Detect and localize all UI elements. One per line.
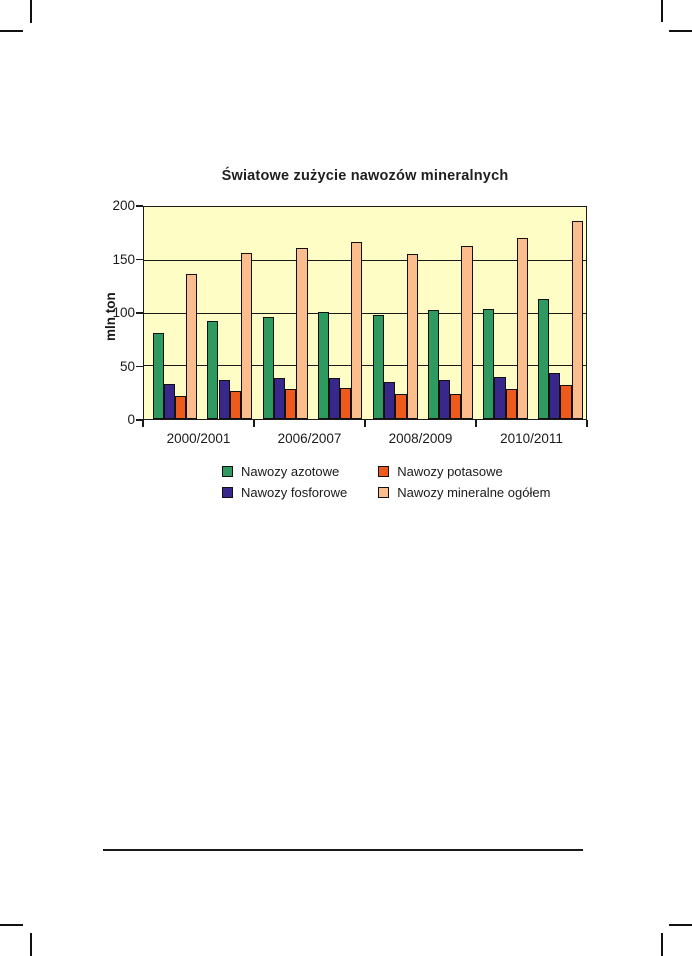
bar-nawozy-fosforowe [218, 379, 230, 419]
bar-nawozy-azotowe [373, 314, 385, 419]
x-tick-mark [253, 420, 255, 427]
bar-nawozy-fosforowe [384, 382, 396, 419]
crop-mark-bottom-left-horizontal [0, 924, 23, 926]
y-tick-label: 0 [127, 412, 135, 427]
y-tick-mark [136, 419, 143, 421]
y-tick-label: 200 [112, 198, 135, 213]
bar-nawozy-azotowe [317, 312, 329, 419]
crop-mark-top-left-vertical [30, 0, 32, 23]
x-tick-mark [586, 420, 588, 427]
bar-nawozy-azotowe [483, 309, 495, 419]
legend-label: Nawozy fosforowe [241, 485, 348, 500]
legend-label: Nawozy potasowe [397, 464, 503, 479]
x-tick-mark [142, 420, 144, 427]
bar-nawozy-azotowe [262, 316, 274, 419]
gridline [144, 365, 586, 367]
legend-swatch-icon [222, 466, 233, 477]
y-tick-mark [136, 258, 143, 260]
footer-divider [103, 849, 583, 851]
bar-nawozy-fosforowe [273, 377, 286, 419]
plot-inner [144, 207, 586, 419]
legend-entry: Nawozy mineralne ogółem [378, 485, 550, 500]
gridline [144, 259, 586, 261]
bar-nawozy-potasowe [450, 393, 462, 419]
bar-nawozy-potasowe [285, 389, 297, 419]
x-tick-label: 2000/2001 [166, 431, 231, 446]
legend-entry: Nawozy azotowe [222, 464, 347, 479]
bar-nawozy-mineralne-ogółem [571, 220, 583, 419]
chart-legend: Nawozy azotowe Nawozy fosforowe Nawozy pot… [222, 461, 550, 503]
bar-nawozy-potasowe [174, 395, 187, 419]
plot-area [143, 206, 587, 420]
y-tick-mark [136, 312, 143, 314]
bar-nawozy-azotowe [152, 332, 164, 419]
chart-title: Światowe zużycie nawozów mineralnych [221, 168, 509, 184]
legend-swatch-icon [378, 466, 390, 477]
bar-nawozy-potasowe [229, 390, 241, 419]
bar-nawozy-azotowe [427, 310, 439, 419]
bar-nawozy-potasowe [505, 389, 517, 419]
bar-nawozy-mineralne-ogółem [516, 237, 529, 419]
bar-nawozy-fosforowe [328, 377, 340, 419]
x-tick-label: 2006/2007 [277, 431, 342, 446]
crop-mark-top-right-horizontal [669, 30, 692, 32]
legend-entry: Nawozy potasowe [378, 464, 550, 479]
y-tick-mark [136, 365, 143, 367]
bar-nawozy-mineralne-ogółem [186, 274, 198, 419]
bar-nawozy-azotowe [207, 320, 219, 419]
bar-nawozy-azotowe [538, 298, 550, 419]
legend-swatch-icon [222, 487, 233, 498]
crop-mark-top-left-horizontal [0, 30, 23, 32]
bar-nawozy-fosforowe [163, 384, 175, 419]
x-tick-label: 2010/2011 [500, 431, 563, 446]
bar-nawozy-mineralne-ogółem [296, 248, 308, 419]
bar-nawozy-mineralne-ogółem [461, 245, 473, 419]
bar-nawozy-mineralne-ogółem [406, 254, 418, 419]
bar-nawozy-fosforowe [439, 379, 451, 419]
y-tick-label: 100 [112, 305, 135, 320]
legend-label: Nawozy mineralne ogółem [397, 485, 551, 500]
crop-mark-top-right-vertical [661, 0, 663, 22]
bar-nawozy-fosforowe [549, 372, 561, 419]
legend-label: Nawozy azotowe [241, 464, 340, 479]
bar-nawozy-potasowe [560, 385, 572, 419]
y-tick-label: 50 [119, 358, 135, 374]
bar-nawozy-potasowe [395, 393, 407, 419]
y-tick-mark [136, 205, 143, 207]
crop-mark-bottom-right-horizontal [669, 924, 692, 926]
bar-nawozy-fosforowe [494, 376, 506, 419]
legend-entry: Nawozy fosforowe [222, 485, 347, 500]
bar-nawozy-mineralne-ogółem [240, 253, 253, 419]
x-tick-mark [364, 420, 366, 427]
bar-nawozy-mineralne-ogółem [351, 241, 363, 419]
crop-mark-bottom-left-vertical [30, 933, 32, 956]
y-tick-label: 150 [112, 251, 135, 267]
x-tick-mark [475, 420, 477, 427]
crop-mark-bottom-right-vertical [661, 933, 663, 956]
bar-nawozy-potasowe [339, 388, 352, 419]
x-tick-label: 2008/2009 [388, 431, 453, 446]
legend-swatch-icon [378, 487, 390, 498]
gridline [144, 312, 586, 314]
